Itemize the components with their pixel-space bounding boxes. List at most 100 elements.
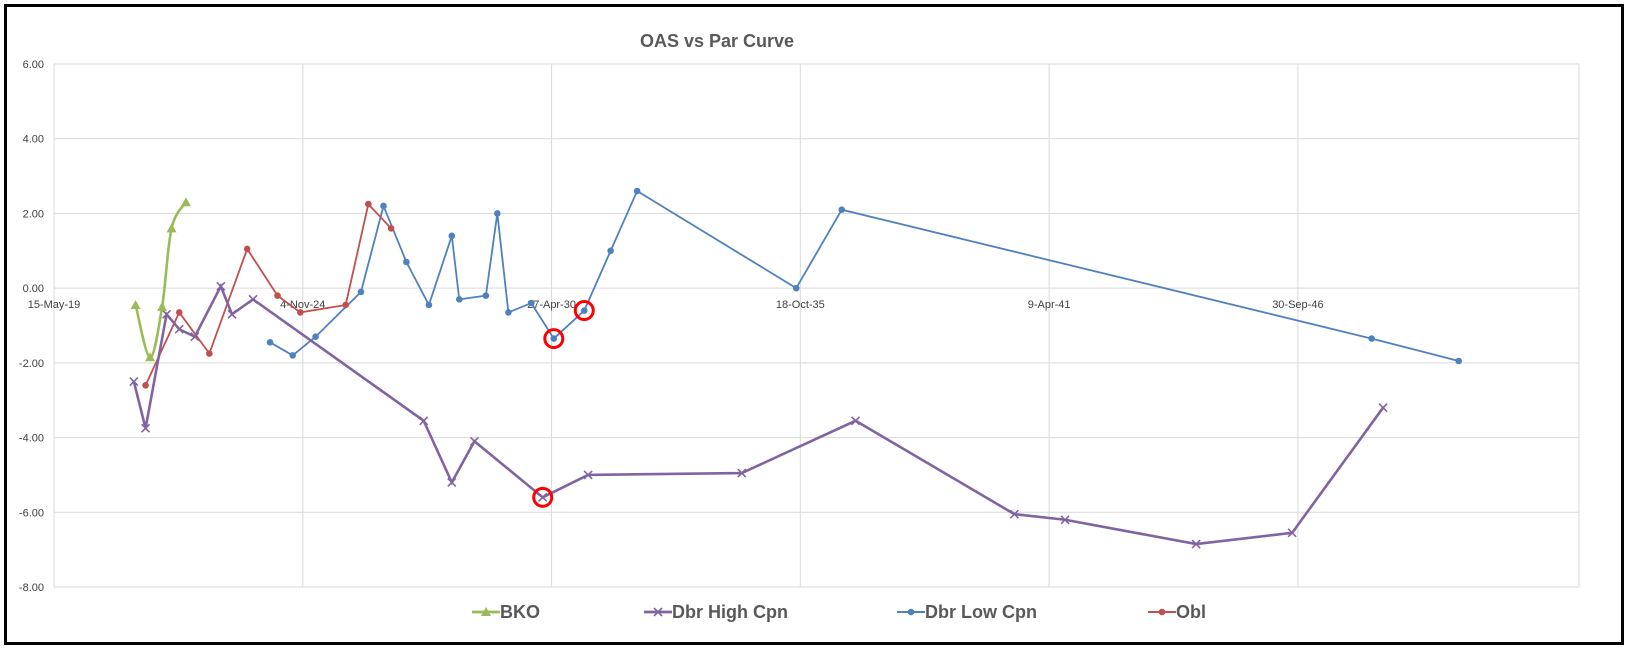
circle-marker: [907, 608, 915, 616]
circle-marker: [289, 352, 297, 359]
circle-marker: [342, 301, 349, 309]
circle-marker: [387, 225, 395, 232]
circle-marker: [550, 335, 558, 342]
x-marker: [447, 477, 457, 487]
chart-title: OAS vs Par Curve: [640, 31, 794, 51]
x-marker: [174, 324, 184, 334]
series-dbr-low-cpn: [266, 187, 1463, 365]
legend-item-dbr-low-cpn: Dbr Low Cpn: [897, 602, 1037, 622]
x-marker-stroke: [227, 309, 237, 319]
circle-marker: [142, 381, 149, 389]
circle-marker: [175, 309, 183, 316]
legend-label: BKO: [500, 602, 540, 622]
x-tick-label: 4-Nov-24: [280, 299, 325, 311]
x-marker: [850, 416, 861, 426]
circle-marker: [403, 258, 410, 266]
x-marker-stroke: [248, 294, 258, 304]
triangle-marker: [166, 223, 177, 233]
x-marker-stroke: [216, 281, 226, 291]
series-bko: [130, 197, 191, 362]
y-tick-label: 6.00: [23, 59, 44, 71]
triangle-marker: [180, 197, 191, 207]
grid-layer: [53, 63, 1580, 588]
circle-marker: [607, 247, 614, 255]
triangle-marker: [481, 607, 491, 616]
x-marker-stroke: [583, 470, 593, 480]
x-tick-labels: 15-May-19 4-Nov-24 27-Apr-30 18-Oct-35 9-Apr…: [28, 299, 1324, 311]
highlight-circle: [532, 486, 554, 508]
x-marker: [1060, 515, 1070, 525]
y-tick-label: -8.00: [19, 582, 44, 594]
x-marker-stroke: [469, 436, 479, 446]
circle-marker: [505, 309, 512, 316]
x-marker-stroke: [162, 309, 172, 319]
x-marker-stroke: [129, 376, 139, 387]
circle-marker: [482, 292, 490, 299]
x-marker-stroke: [1060, 515, 1070, 525]
annotation-layer: [532, 300, 595, 508]
circle-marker: [527, 299, 535, 307]
circle-marker: [296, 309, 304, 316]
highlight-circle: [573, 300, 595, 322]
legend-item-dbr-high-cpn: Dbr High Cpn: [644, 602, 788, 622]
circle-marker: [1455, 357, 1463, 365]
series-line: [134, 201, 188, 359]
series-layer: [129, 187, 1463, 549]
x-marker-stroke: [1378, 403, 1388, 413]
circle-marker: [380, 202, 387, 210]
x-marker: [538, 492, 548, 502]
circle-marker: [448, 232, 456, 240]
circle-marker: [425, 301, 433, 309]
series-obl: [142, 200, 395, 389]
y-tick-label: -4.00: [19, 433, 44, 445]
legend-label: Dbr High Cpn: [672, 602, 788, 622]
x-marker: [1009, 509, 1019, 519]
x-marker-stroke: [190, 332, 200, 342]
x-marker: [469, 436, 479, 446]
x-marker-stroke: [1191, 539, 1201, 549]
x-marker: [1378, 403, 1388, 413]
x-tick-label: 18-Oct-35: [776, 299, 825, 311]
y-tick-label: 2.00: [23, 208, 44, 220]
x-tick-label: 15-May-19: [28, 299, 81, 311]
x-marker-stroke: [1287, 528, 1297, 538]
x-marker-stroke: [538, 492, 548, 502]
triangle-marker: [157, 301, 168, 311]
y-tick-label: 0.00: [23, 283, 44, 295]
x-marker: [129, 376, 139, 387]
series-line: [144, 202, 392, 386]
x-marker: [140, 423, 151, 433]
x-marker-stroke: [737, 468, 747, 478]
x-marker: [162, 309, 172, 319]
x-tick-label: 27-Apr-30: [527, 299, 576, 311]
circle-marker: [792, 284, 800, 292]
x-marker: [737, 468, 747, 478]
y-tick-labels: -8.00 -6.00 -4.00 -2.00 0.00 2.00 4.00 6.00: [19, 59, 44, 594]
x-marker: [419, 416, 429, 426]
legend-item-obl: Obl: [1148, 602, 1206, 622]
circle-marker: [312, 333, 319, 341]
x-marker: [1191, 539, 1201, 549]
circle-marker: [274, 292, 281, 299]
y-tick-label: 4.00: [23, 134, 44, 146]
chart-frame: [4, 4, 1624, 645]
x-marker-stroke: [1009, 509, 1019, 519]
triangle-marker: [130, 299, 141, 309]
legend-label: Dbr Low Cpn: [925, 602, 1037, 622]
circle-marker: [1158, 608, 1166, 616]
legend-label: Obl: [1176, 602, 1206, 622]
legend-item-bko: BKO: [472, 602, 540, 622]
circle-marker: [838, 206, 846, 213]
x-marker-stroke: [140, 423, 151, 433]
triangle-marker: [145, 352, 156, 362]
x-marker: [653, 607, 663, 617]
x-marker-stroke: [447, 477, 457, 487]
circle-marker: [365, 200, 372, 208]
y-tick-label: -6.00: [19, 507, 44, 519]
circle-marker: [494, 210, 501, 217]
highlight-circle: [543, 328, 565, 350]
circle-marker: [1368, 335, 1375, 342]
circle-marker: [357, 288, 365, 296]
circle-marker: [243, 245, 251, 253]
